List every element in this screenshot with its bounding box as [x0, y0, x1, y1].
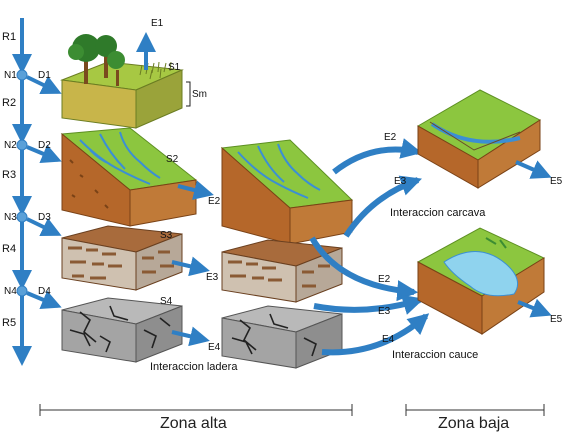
flow-arrow-e3-cauce [313, 294, 425, 315]
flow-label-e2-cauce: E2 [378, 274, 391, 285]
block-bedrock [61, 297, 183, 363]
node-circle-4 [16, 285, 28, 297]
flow-arrow-e2-carcava [332, 138, 423, 175]
block-cauce [416, 227, 546, 335]
storage-label-sm: Sm [192, 89, 207, 100]
flow-label-e5-cauce: E5 [550, 314, 563, 325]
node-circle-3 [16, 211, 28, 223]
drainage-label-d2: D2 [38, 140, 51, 151]
block-soil [61, 225, 183, 291]
drainage-label-d4: D4 [38, 286, 51, 297]
zone-label-baja: Zona baja [438, 415, 509, 432]
interaction-label-ladera: Interaccion ladera [150, 361, 238, 373]
flow-label-e3-cauce: E3 [378, 306, 391, 317]
storage-label-s4: S4 [160, 296, 173, 307]
node-label-n2: N2 [4, 140, 17, 151]
flow-arrow-e5-cauce [517, 298, 552, 318]
rain-label-r5: R5 [2, 317, 16, 329]
node-circle-2 [16, 139, 28, 151]
storage-label-s2: S2 [166, 154, 179, 165]
drainage-arrow-2 [26, 144, 62, 164]
interaction-label-carcava: Interaccion carcava [390, 207, 486, 219]
trees [68, 34, 125, 86]
node-circle-1 [16, 69, 28, 81]
drainage-label-d3: D3 [38, 212, 51, 223]
interaction-label-cauce: Interaccion cauce [392, 349, 478, 361]
zone-bracket-alta [39, 404, 353, 416]
flow-arrow-e5-carcava [515, 160, 552, 179]
zone-label-alta: Zona alta [160, 415, 227, 432]
middle-soil-block [221, 239, 343, 303]
rain-label-r2: R2 [2, 97, 16, 109]
drainage-arrow-1 [26, 75, 62, 95]
flow-arrow-e4-cauce [321, 313, 430, 356]
rain-label-r1: R1 [2, 31, 16, 43]
zone-bracket-baja [405, 404, 545, 416]
node-label-n3: N3 [4, 212, 17, 223]
flow-arrow-e3-ladera [171, 256, 210, 277]
flow-arrow-e4-ladera [171, 326, 210, 347]
storage-label-s3: S3 [160, 230, 173, 241]
flow-label-e4-ladera: E4 [208, 342, 221, 353]
block-slope [60, 127, 198, 227]
block-carcava [416, 89, 542, 189]
flow-label-e2-ladera: E2 [208, 196, 221, 207]
storage-label-s1: S1 [168, 62, 181, 73]
block-vegetation [60, 61, 184, 129]
drainage-label-d1: D1 [38, 70, 51, 81]
flow-label-e1: E1 [151, 18, 164, 29]
node-label-n1: N1 [4, 70, 17, 81]
flow-arrow-e2-ladera [177, 180, 214, 200]
flow-arrow-e2-cauce [309, 236, 419, 302]
rain-label-r4: R4 [2, 243, 16, 255]
flow-arrow-e3-carcava [343, 175, 422, 238]
middle-slope-block [220, 139, 354, 245]
node-label-n4: N4 [4, 286, 17, 297]
flow-label-e2-carcava: E2 [384, 132, 397, 143]
rain-column: R1 R2 R3 R4 R5 N1 N2 N3 N4 D1 D2 D3 D4 [2, 18, 62, 366]
middle-bedrock-block [221, 305, 343, 369]
flow-label-e3-ladera: E3 [206, 272, 219, 283]
flow-label-e4-cauce: E4 [382, 334, 395, 345]
flow-arrows-to-zona-baja [309, 138, 430, 356]
flow-label-e5-carcava: E5 [550, 176, 563, 187]
sm-bracket [186, 81, 191, 107]
rain-label-r3: R3 [2, 169, 16, 181]
drainage-arrow-3 [26, 217, 62, 237]
drainage-arrow-4 [26, 290, 62, 310]
flow-label-e3-carcava: E3 [394, 176, 407, 187]
